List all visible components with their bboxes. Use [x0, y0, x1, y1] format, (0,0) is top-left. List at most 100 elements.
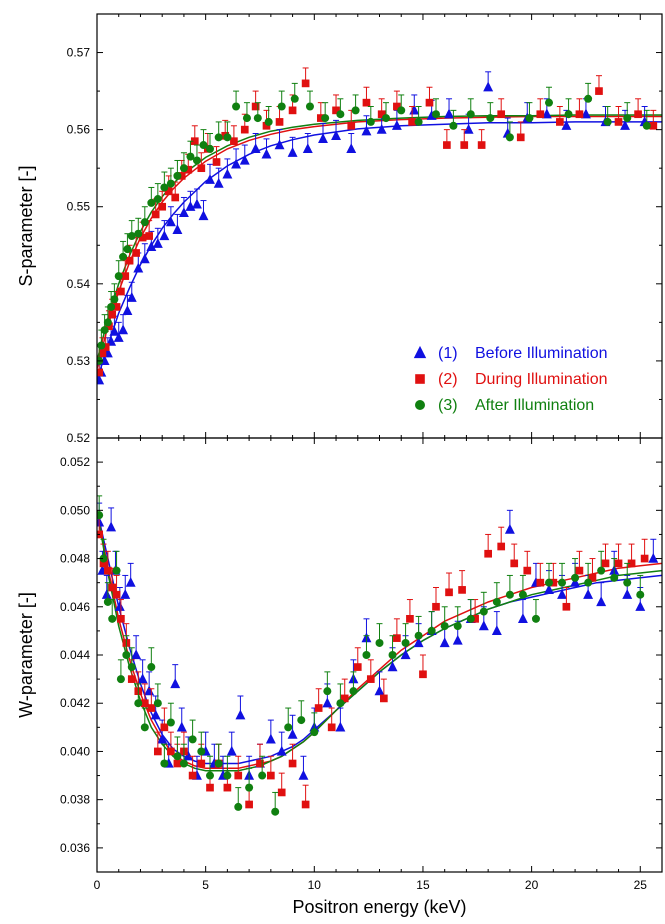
data-point: [486, 114, 495, 123]
data-point: [449, 121, 458, 130]
data-point: [335, 721, 346, 732]
legend-item-after-illumination: (3) After Illumination: [415, 397, 594, 414]
data-point: [108, 614, 117, 623]
data-point: [153, 195, 162, 204]
data-point: [160, 723, 169, 732]
data-point: [374, 685, 385, 696]
data-point: [108, 310, 117, 319]
data-point: [137, 673, 148, 684]
data-point: [298, 769, 309, 780]
data-point: [110, 295, 119, 304]
data-point: [97, 374, 105, 385]
data-point: [316, 114, 325, 122]
data-point: [536, 578, 545, 587]
data-point: [314, 704, 323, 712]
data-point: [240, 125, 249, 134]
data-point: [173, 752, 182, 761]
data-point: [173, 171, 182, 180]
data-point: [122, 305, 133, 315]
data-point: [114, 601, 125, 611]
data-point: [123, 245, 132, 254]
data-point: [301, 79, 310, 88]
data-point: [362, 98, 371, 107]
x-tick-label: 15: [416, 878, 430, 892]
data-point: [601, 559, 610, 568]
data-point: [153, 699, 162, 708]
w-parameter-panel: 0.036 0.038 0.040 0.042 0.044 0.046 0.048 0.050…: [16, 437, 663, 917]
y-tick-label: 0.55: [67, 200, 91, 214]
data-point: [198, 210, 209, 221]
data-point: [112, 590, 121, 599]
data-point: [98, 349, 107, 358]
data-point: [235, 709, 246, 720]
data-point: [179, 759, 188, 768]
data-point: [277, 102, 286, 111]
data-point: [288, 759, 297, 768]
data-point: [321, 114, 330, 123]
data-point: [466, 614, 475, 623]
data-point: [541, 108, 552, 119]
s-parameter-y-axis-label: S-parameter [-]: [16, 165, 36, 286]
data-point: [623, 578, 632, 587]
data-point: [109, 325, 120, 336]
data-point: [192, 156, 201, 165]
w-parameter-y-axis-label: W-parameter [-]: [16, 592, 36, 718]
data-point: [166, 179, 175, 188]
data-point: [432, 602, 440, 611]
data-point: [167, 747, 175, 756]
data-point: [445, 588, 453, 597]
s-parameter-plot-area: [97, 67, 662, 385]
data-point: [620, 120, 631, 130]
legend-label: After Illumination: [475, 397, 594, 414]
data-point: [165, 216, 176, 227]
series-2-during-illumination: [97, 514, 649, 809]
data-point: [347, 121, 356, 130]
series-2-during-illumination: [97, 67, 658, 377]
data-point: [401, 638, 410, 647]
data-point: [545, 578, 553, 587]
data-point: [640, 554, 649, 563]
y-tick-label: 0.52: [67, 431, 91, 445]
data-point: [234, 802, 243, 811]
data-point: [557, 589, 567, 599]
data-point: [146, 241, 157, 251]
data-point: [471, 614, 479, 623]
data-point: [264, 117, 273, 126]
data-point: [97, 368, 104, 377]
data-point: [322, 697, 333, 708]
data-point: [380, 694, 388, 703]
data-point: [138, 233, 147, 242]
data-point: [223, 133, 232, 142]
data-point: [261, 148, 272, 159]
data-point: [245, 800, 253, 809]
data-point: [170, 678, 181, 689]
data-point: [510, 559, 519, 568]
data-point: [117, 614, 125, 623]
data-point: [580, 108, 591, 119]
data-point: [147, 663, 156, 672]
legend-label: During Illumination: [475, 371, 608, 388]
data-point: [302, 143, 313, 154]
y-tick-label: 0.56: [67, 123, 91, 137]
data-point: [466, 110, 475, 119]
data-point: [525, 114, 534, 123]
data-point: [414, 117, 423, 126]
data-point: [134, 229, 143, 238]
legend-number: (2): [438, 371, 458, 388]
data-point: [301, 800, 310, 809]
data-point: [147, 704, 156, 712]
data-point: [484, 549, 492, 558]
data-point: [212, 158, 221, 166]
data-point: [154, 747, 162, 756]
data-point: [253, 114, 262, 123]
data-point: [205, 174, 215, 184]
data-point: [596, 596, 607, 607]
data-point: [408, 118, 416, 126]
data-point: [206, 771, 214, 780]
data-point: [388, 651, 397, 659]
data-point: [635, 601, 646, 611]
data-point: [575, 566, 584, 575]
data-point: [140, 699, 149, 708]
data-point: [274, 139, 285, 150]
data-point: [206, 144, 214, 153]
